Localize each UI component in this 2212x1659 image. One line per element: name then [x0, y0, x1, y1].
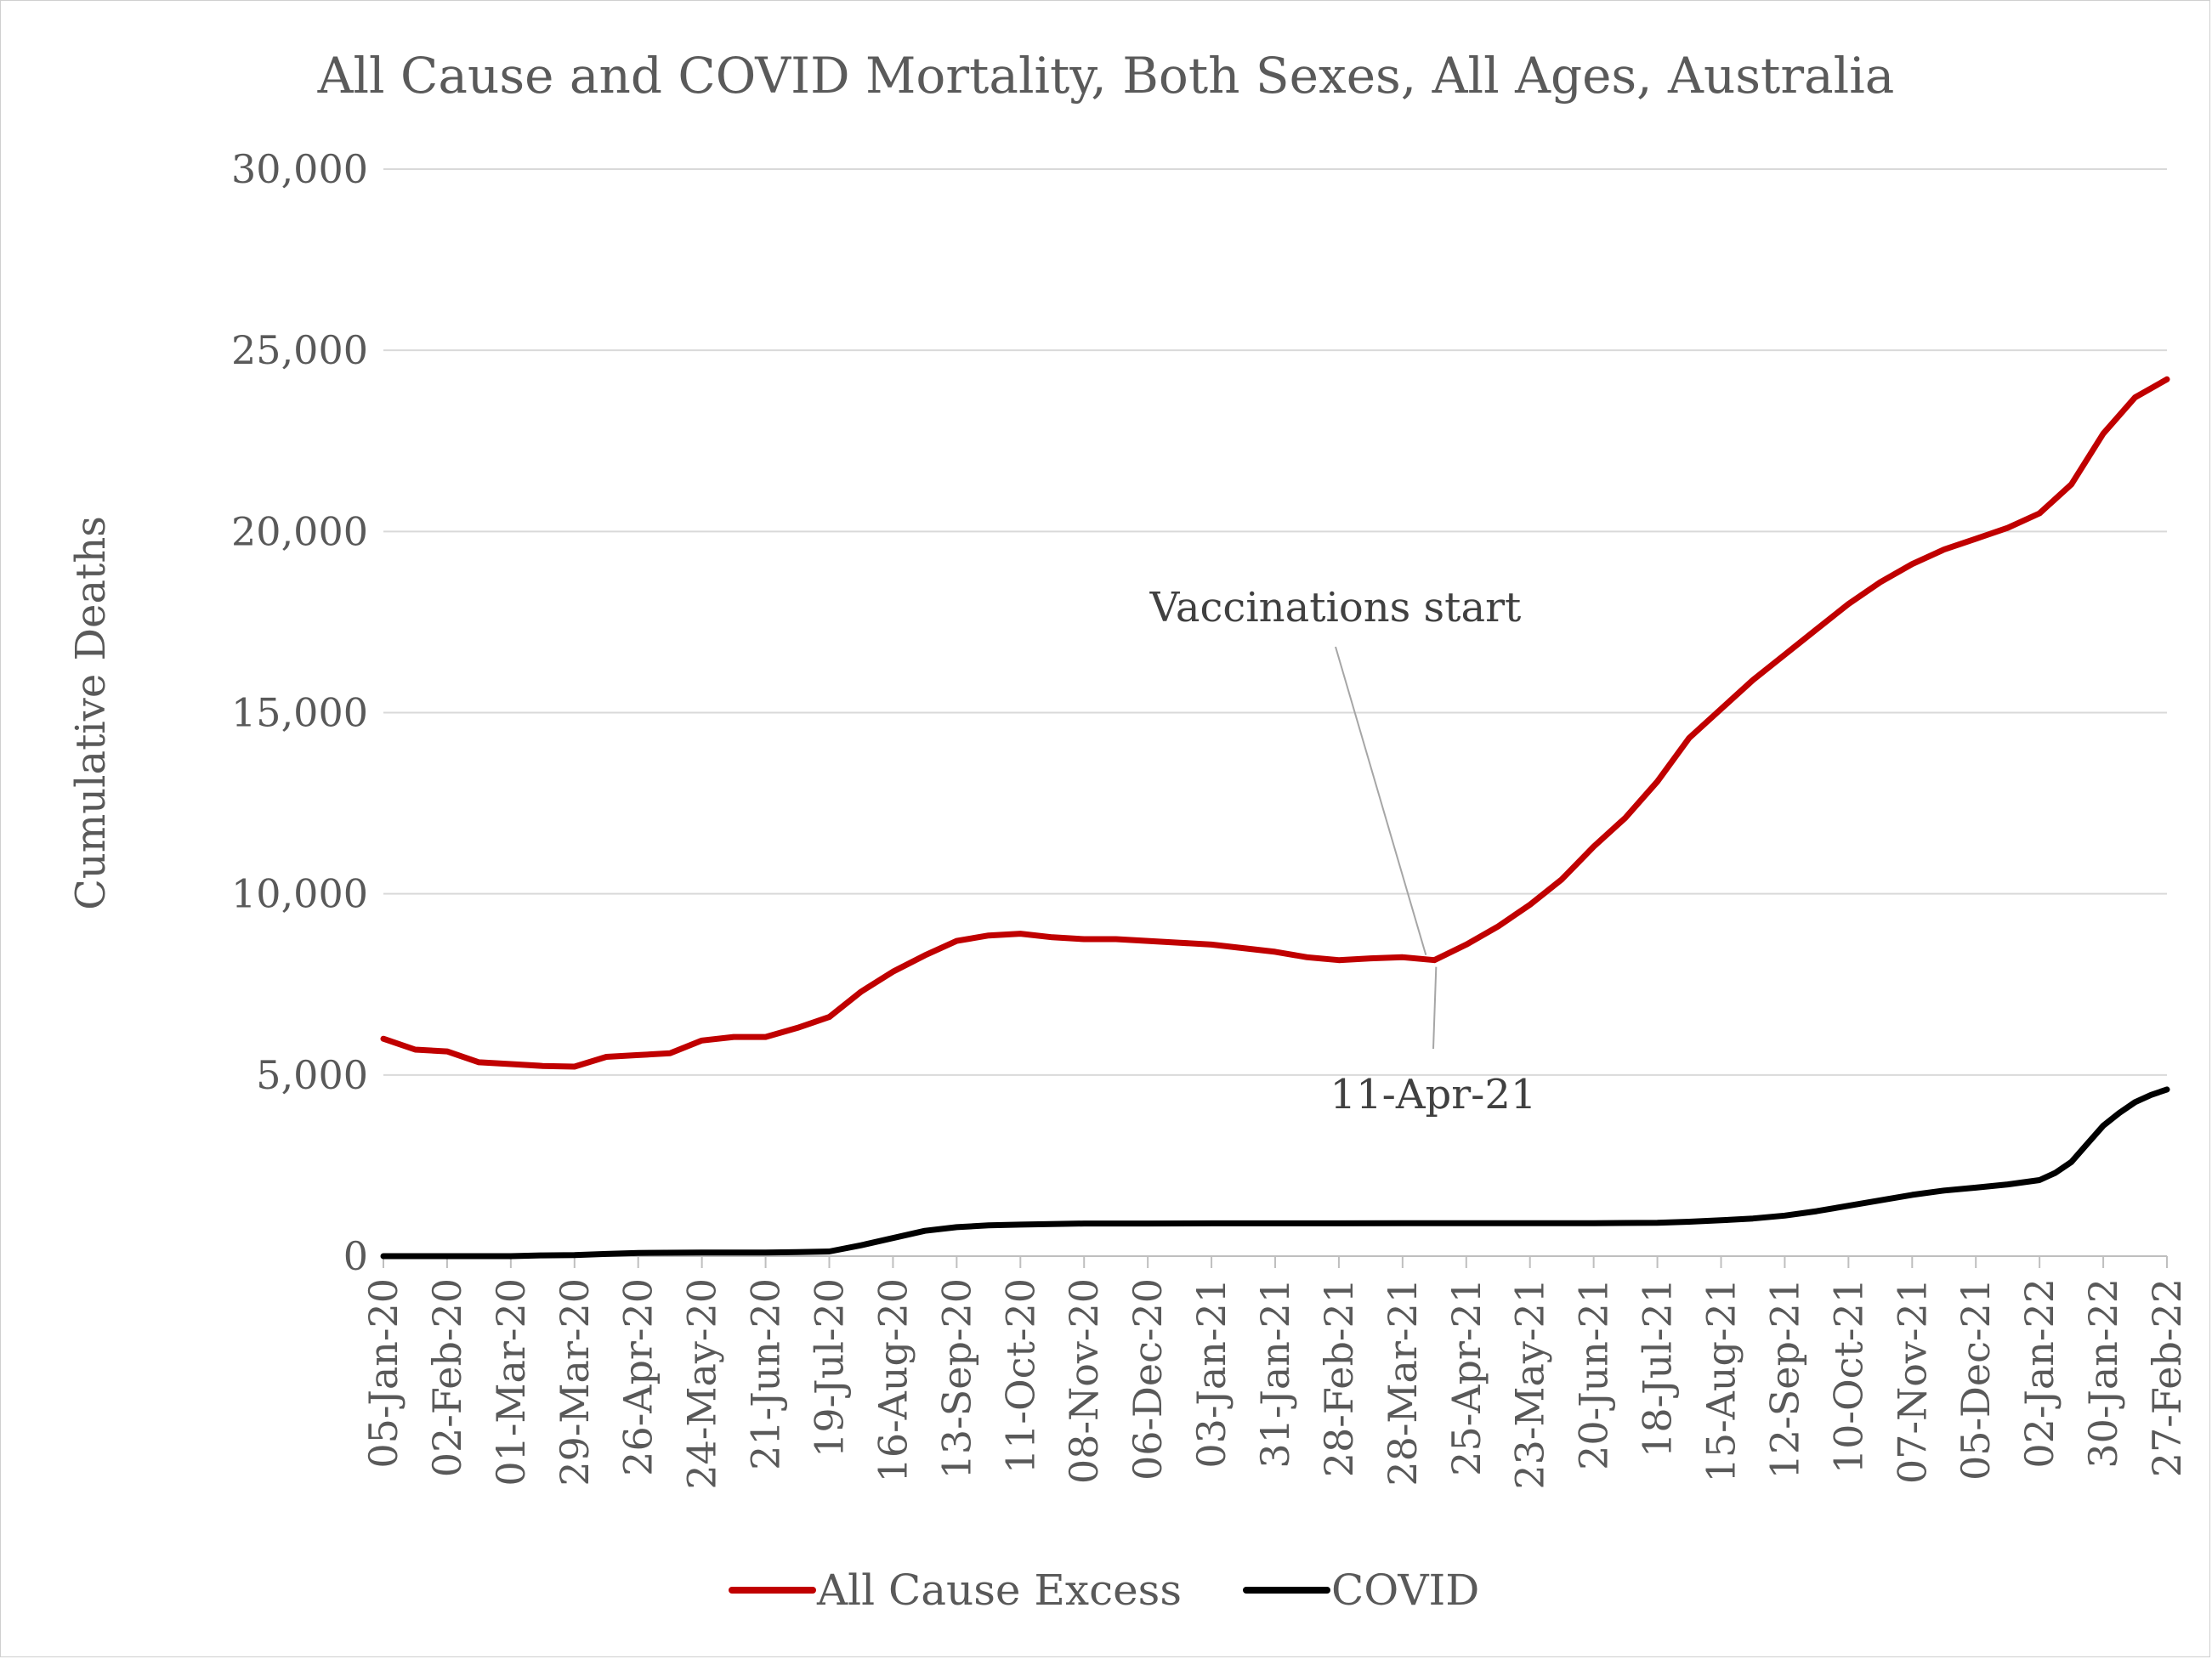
y-axis-label: Cumulative Deaths [67, 516, 115, 910]
y-tick-label: 0 [343, 1233, 368, 1279]
x-tick-label: 28-Feb-21 [1316, 1278, 1362, 1477]
x-tick-label: 20-Jun-21 [1571, 1278, 1617, 1470]
gridlines [383, 168, 2167, 1076]
x-tick-label: 03-Jan-21 [1188, 1278, 1234, 1469]
x-tick-label: 10-Oct-21 [1825, 1278, 1871, 1474]
x-tick-label: 13-Sep-20 [933, 1278, 979, 1479]
x-tick-label: 02-Jan-22 [2016, 1278, 2062, 1469]
x-tick-label: 25-Apr-21 [1443, 1278, 1489, 1476]
x-tick-label: 15-Aug-21 [1699, 1278, 1744, 1482]
y-tick-label: 30,000 [231, 146, 368, 192]
y-tick-label: 5,000 [256, 1052, 368, 1098]
covid-line [380, 1086, 2170, 1260]
x-tick-label: 19-Jul-20 [807, 1278, 853, 1458]
x-tick-label: 21-Jun-20 [743, 1278, 789, 1470]
series-lines [380, 376, 2170, 1260]
x-tick-label: 11-Oct-20 [997, 1278, 1043, 1474]
annotation-leader-line [1335, 646, 1427, 955]
legend-label-all-cause-excess: All Cause Excess [816, 1566, 1182, 1615]
x-tick-label: 18-Jul-21 [1635, 1278, 1681, 1458]
x-tick-label: 23-May-21 [1507, 1278, 1553, 1490]
x-axis: 05-Jan-20 02-Feb-20 01-Mar-20 29-Mar-20 26-A… [360, 1255, 2190, 1490]
x-tick-label: 31-Jan-21 [1252, 1278, 1298, 1469]
y-tick-label: 15,000 [231, 690, 368, 736]
y-tick-label: 10,000 [231, 871, 368, 917]
annotation-date: 11-Apr-21 [1330, 1071, 1537, 1118]
x-tick-label: 06-Dec-20 [1125, 1278, 1171, 1481]
annotation-leader-line [1432, 966, 1438, 1050]
x-tick-label: 16-Aug-20 [870, 1278, 916, 1482]
x-tick-label: 07-Nov-21 [1889, 1278, 1935, 1484]
annotation-vaccinations-start: Vaccinations start [1149, 584, 1522, 631]
x-tick-label: 26-Apr-20 [615, 1278, 661, 1476]
x-tick-label: 02-Feb-20 [424, 1278, 470, 1477]
all-cause-excess-line [380, 376, 2170, 1070]
x-tick-label: 27-Feb-22 [2144, 1278, 2190, 1477]
annotations: Vaccinations start 11-Apr-21 [1149, 584, 1537, 1118]
x-tick-label: 05-Jan-20 [360, 1278, 406, 1469]
x-tick-label: 01-Mar-20 [488, 1278, 534, 1486]
y-tick-label: 25,000 [231, 327, 368, 373]
y-axis-ticks: 0 5,000 10,000 15,000 20,000 25,000 30,000 [231, 146, 368, 1279]
chart-title: All Cause and COVID Mortality, Both Sexe… [317, 47, 1895, 105]
y-tick-label: 20,000 [231, 508, 368, 554]
x-tick-label: 12-Sep-21 [1761, 1278, 1807, 1479]
x-tick-label: 24-May-20 [679, 1278, 725, 1490]
x-tick-label: 05-Dec-21 [1953, 1278, 1999, 1481]
x-tick-label: 08-Nov-20 [1061, 1278, 1107, 1484]
legend: All Cause Excess COVID [729, 1566, 1479, 1615]
x-tick-label: 28-Mar-21 [1380, 1278, 1426, 1486]
x-tick-label: 30-Jan-22 [2080, 1278, 2126, 1469]
legend-label-covid: COVID [1331, 1566, 1479, 1615]
x-tick-label: 29-Mar-20 [552, 1278, 598, 1486]
